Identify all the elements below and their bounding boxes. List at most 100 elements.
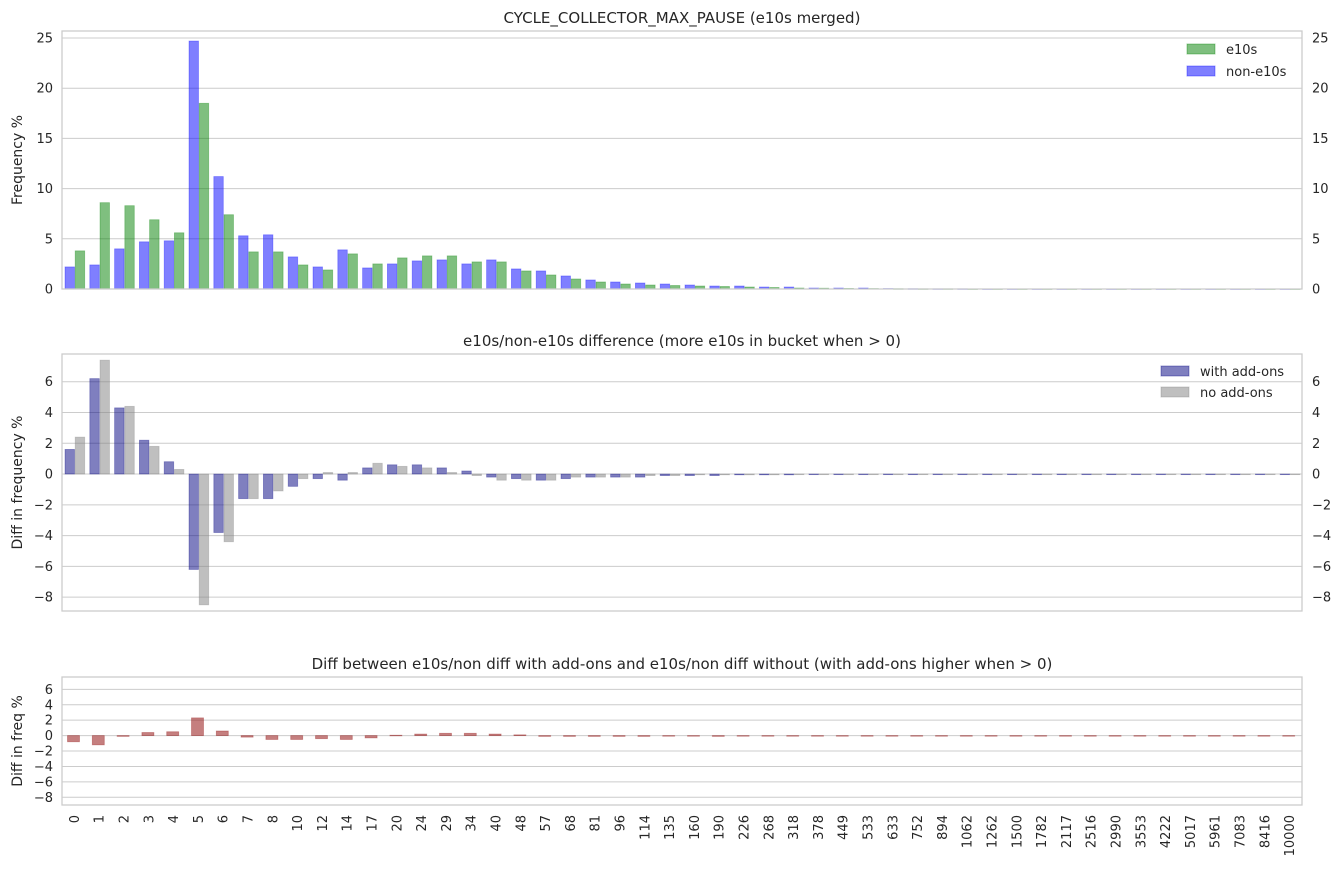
bar-diff-29 (439, 732, 452, 736)
bar-diff-14 (339, 735, 353, 740)
x-tick-label: 17 (366, 815, 381, 832)
bar-no-add-ons-268 (769, 473, 780, 476)
bar-no-add-ons-3 (149, 445, 160, 475)
bar-e10s-29 (446, 255, 458, 290)
legend: with add-ons no add-ons (1160, 365, 1284, 401)
bar-with-add-ons-10000 (1279, 473, 1291, 476)
bar-with-add-ons-190 (709, 473, 720, 476)
y-tick-label: 25 (36, 32, 53, 47)
legend-swatch-e10s (1186, 43, 1216, 55)
y-tick-label: 2 (45, 714, 53, 729)
bar-diff-752 (910, 735, 924, 737)
bar-e10s-57 (546, 274, 557, 290)
bar-diff-8416 (1257, 735, 1271, 737)
bar-with-add-ons-533 (858, 473, 869, 476)
bar-no-add-ons-24 (421, 467, 433, 475)
bar-e10s-20 (397, 257, 408, 290)
bar-diff-3 (141, 732, 155, 737)
bar-diff-12 (315, 735, 328, 740)
bars (64, 40, 1301, 290)
bar-diff-6 (215, 730, 229, 737)
y-tick-labels: 0 0 5 5 10 10 15 15 20 20 25 25 (36, 32, 1328, 298)
bar-with-add-ons-268 (759, 473, 770, 476)
bar-no-add-ons-160 (694, 473, 706, 476)
y-tick-label: 0 (45, 283, 53, 298)
bar-with-add-ons-7 (238, 473, 249, 500)
y-tick-label: 5 (45, 232, 53, 247)
legend-label-e10s: e10s (1226, 43, 1258, 58)
y-tick-label: −2 (34, 498, 53, 513)
chart-title: e10s/non-e10s difference (more e10s in b… (463, 332, 901, 350)
bar-no-add-ons-226 (744, 473, 755, 476)
bar-e10s-48 (521, 270, 532, 290)
bar-diff-8 (265, 735, 279, 740)
x-tick-label: 8 (266, 815, 281, 823)
bar-diff-533 (860, 735, 874, 737)
bar-e10s-24 (421, 255, 433, 290)
bar-no-add-ons-1500 (1017, 473, 1028, 476)
x-tick-label: 4222 (1159, 815, 1174, 848)
bar-no-add-ons-7083 (1240, 473, 1251, 476)
bar-diff-3553 (1133, 735, 1147, 737)
bar-diff-40 (488, 733, 502, 736)
bar-diff-81 (587, 735, 601, 737)
panel-difference: e10s/non-e10s difference (more e10s in b… (10, 332, 1331, 612)
bar-no-add-ons-1062 (967, 473, 978, 476)
bar-no-add-ons-10000 (1290, 473, 1301, 476)
x-tick-label: 4 (167, 815, 182, 823)
bar-non-e10s-5 (188, 40, 199, 290)
bar-no-add-ons-34 (471, 473, 482, 476)
x-tick-label: 752 (911, 815, 926, 840)
bar-non-e10s-6 (213, 176, 224, 290)
bars (67, 717, 1296, 746)
bar-e10s-2 (124, 205, 135, 290)
bar-diff-4 (166, 731, 180, 737)
x-tick-label: 5 (192, 815, 207, 823)
bar-non-e10s-135 (659, 283, 671, 290)
bar-e10s-12 (322, 269, 334, 290)
bar-no-add-ons-10 (297, 473, 309, 480)
bar-with-add-ons-1062 (957, 473, 968, 476)
x-tick-label: 24 (415, 815, 430, 832)
plot-frame (61, 676, 1303, 806)
grid-lines (62, 381, 1302, 598)
bar-diff-378 (811, 735, 824, 737)
bar-with-add-ons-57 (535, 473, 547, 481)
bar-diff-135 (662, 735, 676, 737)
x-tick-label: 12 (316, 815, 331, 832)
bar-with-add-ons-633 (883, 473, 894, 476)
bar-with-add-ons-14 (337, 473, 348, 481)
bar-non-e10s-7 (238, 235, 249, 290)
bar-non-e10s-3 (138, 241, 150, 290)
bar-no-add-ons-3553 (1141, 473, 1152, 476)
x-tick-label: 190 (713, 815, 728, 840)
bar-non-e10s-29 (436, 259, 447, 290)
bar-with-add-ons-20 (386, 464, 398, 475)
bar-non-e10s-8 (262, 234, 274, 290)
x-tick-label: 160 (688, 815, 703, 840)
bar-no-add-ons-40 (496, 473, 507, 481)
bar-diff-1782 (1034, 735, 1048, 737)
y-axis-label: Diff in frequency % (10, 416, 26, 550)
bar-with-add-ons-752 (907, 473, 919, 476)
bar-e10s-68 (570, 278, 582, 290)
x-tick-label: 40 (490, 815, 505, 832)
bar-no-add-ons-68 (570, 473, 582, 478)
y-tick-label: −8 (34, 591, 53, 606)
y-tick-label-right: 20 (1312, 82, 1329, 97)
bar-no-add-ons-17 (372, 462, 383, 475)
bar-non-e10s-1 (89, 264, 100, 290)
bar-diff-96 (612, 735, 626, 737)
bar-diff-2516 (1083, 735, 1097, 737)
bar-diff-7 (240, 735, 254, 738)
bar-no-add-ons-5961 (1215, 473, 1226, 476)
bar-no-add-ons-4222 (1166, 473, 1177, 476)
y-tick-label-right: −2 (1312, 498, 1331, 513)
x-tick-label: 1062 (961, 815, 976, 848)
bar-with-add-ons-48 (510, 473, 522, 480)
bar-with-add-ons-894 (932, 473, 943, 476)
x-tick-label: 14 (341, 815, 356, 832)
bar-diff-57 (538, 735, 552, 737)
x-tick-label: 10 (291, 815, 306, 832)
